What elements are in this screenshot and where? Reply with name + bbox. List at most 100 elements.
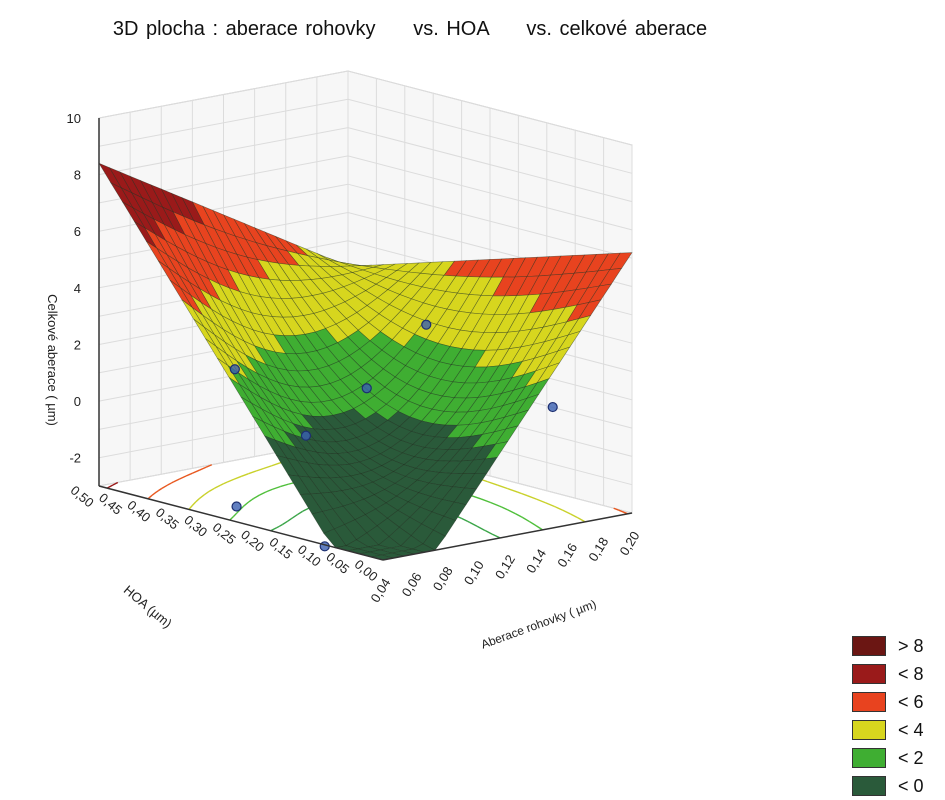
contour-segment bbox=[112, 481, 119, 486]
legend-item: < 4 bbox=[852, 716, 924, 744]
contour-segment bbox=[207, 490, 210, 493]
legend-label: < 2 bbox=[898, 747, 924, 768]
contour-segment bbox=[469, 521, 478, 527]
contour-segment bbox=[233, 475, 242, 480]
contour-segment bbox=[270, 527, 278, 532]
contour-segment bbox=[265, 490, 268, 493]
contour-segment bbox=[244, 501, 250, 506]
contour-segment bbox=[266, 488, 273, 493]
contour-segment bbox=[229, 515, 235, 521]
contour-segment bbox=[282, 520, 289, 526]
contour-segment bbox=[259, 491, 266, 496]
contour-segment bbox=[570, 513, 578, 518]
plot-axes bbox=[98, 118, 633, 561]
contour-segment bbox=[613, 507, 619, 511]
legend-item: < 0 bbox=[852, 772, 924, 800]
contour-segment bbox=[553, 505, 557, 508]
contour-segment bbox=[226, 478, 235, 483]
contour-segment bbox=[271, 462, 280, 467]
data-point bbox=[421, 319, 432, 330]
contour-segment bbox=[467, 520, 470, 524]
y-tick-label: 0,00 bbox=[352, 557, 381, 585]
contour-segment bbox=[167, 482, 172, 486]
contour-segment bbox=[276, 525, 280, 529]
y-tick-label: 0,05 bbox=[323, 549, 352, 577]
z-tick-label: 0 bbox=[74, 394, 81, 409]
contour-segment bbox=[555, 506, 563, 511]
contour-segment bbox=[172, 478, 180, 483]
contour-segment bbox=[253, 494, 260, 499]
contour-segment bbox=[484, 529, 486, 532]
x-tick-label: 0,20 bbox=[616, 529, 642, 558]
data-point bbox=[229, 364, 240, 375]
legend-swatch bbox=[852, 692, 886, 712]
legend-item: < 2 bbox=[852, 744, 924, 772]
contour-segment bbox=[515, 513, 522, 518]
contour-segment bbox=[242, 504, 246, 508]
contour-segment bbox=[499, 505, 502, 508]
x-tick-label: 0,12 bbox=[492, 552, 518, 581]
contour-segment bbox=[148, 494, 153, 499]
contour-segment bbox=[240, 473, 249, 478]
contour-segment bbox=[618, 509, 629, 515]
grid-line bbox=[98, 155, 633, 231]
y-tick-label: 0,35 bbox=[153, 505, 182, 533]
contour-segment bbox=[490, 501, 500, 507]
contour-segment bbox=[214, 484, 222, 489]
y-tick-label: 0,25 bbox=[210, 520, 239, 548]
contour-segment bbox=[223, 481, 228, 485]
legend-label: < 4 bbox=[898, 719, 924, 740]
contour-segment bbox=[562, 509, 571, 515]
contour-segment bbox=[287, 518, 292, 522]
contour-segment bbox=[272, 485, 281, 490]
contour-segment bbox=[302, 507, 310, 512]
y-tick-label: 0,20 bbox=[238, 527, 267, 555]
y-tick-label: 0,15 bbox=[266, 534, 295, 562]
contour-segment bbox=[248, 499, 253, 503]
x-tick-label: 0,14 bbox=[523, 546, 549, 575]
legend-swatch bbox=[852, 720, 886, 740]
contour-segment bbox=[156, 490, 159, 493]
contour-segment bbox=[263, 465, 272, 470]
contour-segment bbox=[248, 470, 257, 475]
z-tick-label: 6 bbox=[74, 224, 81, 239]
legend-label: < 8 bbox=[898, 663, 924, 684]
x-axis-label: Aberace rohovky ( µm) bbox=[479, 597, 598, 652]
contour-segment bbox=[529, 521, 536, 526]
contour-segment bbox=[251, 497, 255, 501]
legend-item: < 6 bbox=[852, 688, 924, 716]
contour-segment bbox=[171, 481, 174, 484]
contour-segment bbox=[278, 523, 283, 528]
legend-label: < 0 bbox=[898, 775, 924, 796]
contour-segment bbox=[536, 498, 546, 504]
contour-segment bbox=[487, 481, 499, 486]
contour-segment bbox=[185, 473, 191, 477]
contour-segment bbox=[151, 491, 158, 496]
contour-segment bbox=[491, 533, 501, 539]
contour-segment bbox=[290, 517, 294, 520]
contour-segment bbox=[535, 525, 543, 531]
legend-label: < 6 bbox=[898, 691, 924, 712]
contour-segment bbox=[203, 491, 209, 496]
contour-segment bbox=[208, 487, 216, 493]
legend-swatch bbox=[852, 664, 886, 684]
data-point bbox=[361, 383, 372, 394]
data-point bbox=[231, 501, 242, 512]
data-point bbox=[300, 430, 312, 441]
x-tick-label: 0,06 bbox=[399, 570, 425, 599]
contour-segment bbox=[106, 484, 114, 489]
y-axis-label: HOA (µm) bbox=[121, 582, 175, 631]
contour-segment bbox=[520, 516, 524, 519]
contour-segment bbox=[545, 502, 555, 508]
contour-segment bbox=[199, 494, 205, 499]
contour-segment bbox=[188, 505, 193, 510]
z-tick-label: 4 bbox=[74, 281, 81, 296]
chart-title: 3D plocha : aberace rohovky vs. HOA vs. … bbox=[112, 18, 708, 40]
legend-swatch bbox=[852, 748, 886, 768]
contour-segment bbox=[297, 510, 303, 516]
contour-segment bbox=[577, 517, 586, 523]
y-tick-label: 0,10 bbox=[295, 542, 324, 570]
contour-segment bbox=[521, 492, 528, 497]
contour-segment bbox=[280, 483, 289, 488]
